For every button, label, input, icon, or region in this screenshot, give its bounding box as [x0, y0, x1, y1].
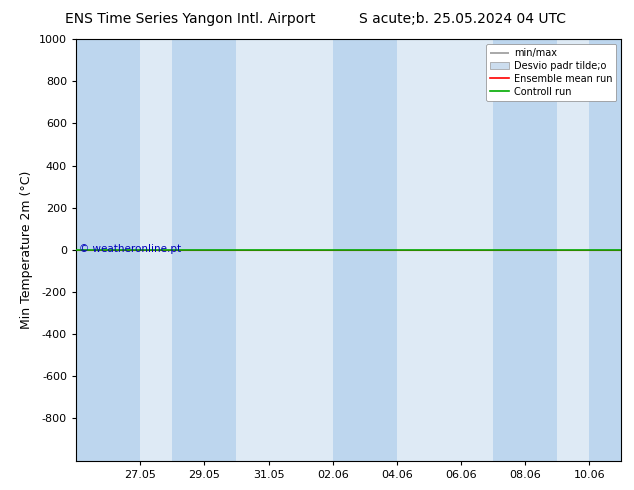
Bar: [333, 39, 397, 461]
Bar: [172, 39, 236, 461]
Text: S acute;b. 25.05.2024 04 UTC: S acute;b. 25.05.2024 04 UTC: [359, 12, 566, 26]
Text: ENS Time Series Yangon Intl. Airport: ENS Time Series Yangon Intl. Airport: [65, 12, 316, 26]
Text: © weatheronline.pt: © weatheronline.pt: [79, 244, 181, 254]
Bar: [589, 39, 621, 461]
Bar: [76, 39, 140, 461]
Legend: min/max, Desvio padr tilde;o, Ensemble mean run, Controll run: min/max, Desvio padr tilde;o, Ensemble m…: [486, 44, 616, 100]
Bar: [493, 39, 557, 461]
Y-axis label: Min Temperature 2m (°C): Min Temperature 2m (°C): [20, 171, 34, 329]
